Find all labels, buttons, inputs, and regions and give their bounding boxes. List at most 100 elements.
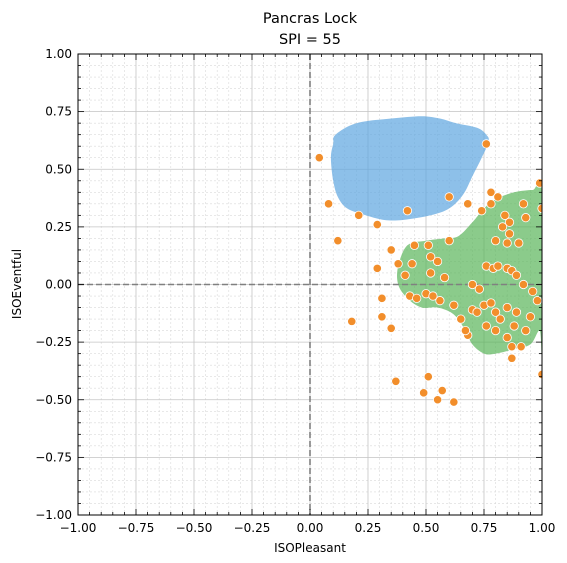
data-point <box>511 307 522 317</box>
y-tick-label: 0.25 <box>45 220 72 234</box>
data-point <box>486 199 496 209</box>
data-point <box>490 236 501 246</box>
data-point <box>472 307 482 317</box>
data-point <box>372 219 382 230</box>
x-tick-label: −0.75 <box>118 521 155 535</box>
data-point <box>514 238 524 248</box>
y-tick-label: 0.00 <box>45 278 72 292</box>
data-point <box>377 312 387 322</box>
reference-lines <box>78 54 542 515</box>
data-point <box>486 187 496 197</box>
data-point <box>525 312 536 322</box>
data-point <box>502 238 512 248</box>
x-tick-labels: −1.00 −0.75 −0.50 −0.25 0.00 0.25 0.50 0.75 1.00 <box>60 521 556 535</box>
data-point <box>435 296 445 306</box>
data-point <box>486 298 496 308</box>
chart-title: Pancras Lock <box>263 11 358 27</box>
data-point <box>516 342 526 352</box>
data-point <box>518 279 529 290</box>
y-tick-label: −1.00 <box>35 508 72 522</box>
data-points <box>314 139 542 407</box>
data-point <box>423 372 433 382</box>
y-tick-label: −0.25 <box>35 335 72 349</box>
data-point <box>497 222 508 232</box>
x-axis-label: ISOPleasant <box>274 541 346 555</box>
x-tick-label: 0.75 <box>471 521 498 535</box>
data-point <box>407 259 417 269</box>
y-axis-label: ISOEventful <box>10 249 24 319</box>
data-point <box>502 332 512 343</box>
x-tick-label: −0.50 <box>176 521 213 535</box>
data-point <box>432 395 443 405</box>
data-point <box>437 385 447 396</box>
data-point <box>493 192 503 202</box>
data-point <box>474 284 484 294</box>
axis-ticks <box>77 53 543 516</box>
data-point <box>481 139 491 149</box>
data-point <box>426 252 436 262</box>
data-point <box>409 240 419 250</box>
data-point <box>521 213 531 223</box>
data-point <box>354 210 364 220</box>
data-point <box>532 296 542 306</box>
data-point <box>456 314 466 324</box>
data-point <box>460 325 471 336</box>
data-point <box>439 272 450 283</box>
data-point <box>502 302 512 313</box>
data-point <box>333 236 343 246</box>
data-point <box>386 323 396 333</box>
data-point <box>504 229 515 239</box>
y-tick-labels: −1.00 −0.75 −0.50 −0.25 0.00 0.25 0.50 0.75 1.00 <box>35 47 72 522</box>
data-point <box>412 293 422 303</box>
x-tick-label: 0.00 <box>297 521 324 535</box>
data-point <box>493 261 503 271</box>
data-point <box>511 270 522 280</box>
data-point <box>400 270 410 280</box>
chart-subtitle: SPI = 55 <box>279 32 341 48</box>
data-point <box>521 325 531 336</box>
data-point <box>449 397 459 407</box>
data-point <box>391 376 401 386</box>
data-point <box>467 279 477 290</box>
data-point <box>507 342 517 352</box>
data-point <box>500 210 510 220</box>
data-point <box>481 321 491 331</box>
data-point <box>477 206 487 216</box>
data-point <box>495 314 505 324</box>
data-point <box>372 263 382 273</box>
data-point <box>463 199 473 209</box>
data-point <box>518 199 529 209</box>
data-point <box>347 316 357 326</box>
data-point <box>393 259 403 269</box>
y-tick-label: −0.50 <box>35 393 72 407</box>
data-point <box>423 240 433 250</box>
data-point <box>432 256 443 267</box>
data-point <box>323 199 334 209</box>
y-tick-label: 0.50 <box>45 162 72 176</box>
data-point <box>504 217 515 227</box>
data-point <box>490 325 501 336</box>
data-point <box>377 293 387 303</box>
data-point <box>386 245 396 255</box>
x-tick-label: 1.00 <box>529 521 556 535</box>
data-point <box>428 291 438 301</box>
x-tick-label: −1.00 <box>60 521 97 535</box>
data-point <box>490 307 501 317</box>
data-point <box>449 300 459 310</box>
data-point <box>528 286 538 297</box>
data-point <box>507 353 517 363</box>
data-point <box>426 268 436 278</box>
data-point <box>444 236 454 246</box>
y-tick-label: −0.75 <box>35 450 72 464</box>
data-point <box>444 192 454 202</box>
x-tick-label: 0.25 <box>355 521 382 535</box>
data-point <box>314 153 324 163</box>
data-point <box>419 388 429 398</box>
x-tick-label: 0.50 <box>413 521 440 535</box>
x-tick-label: −0.25 <box>234 521 271 535</box>
data-point <box>402 206 413 216</box>
y-tick-label: 1.00 <box>45 47 72 61</box>
y-tick-label: 0.75 <box>45 105 72 119</box>
data-point <box>509 321 519 331</box>
